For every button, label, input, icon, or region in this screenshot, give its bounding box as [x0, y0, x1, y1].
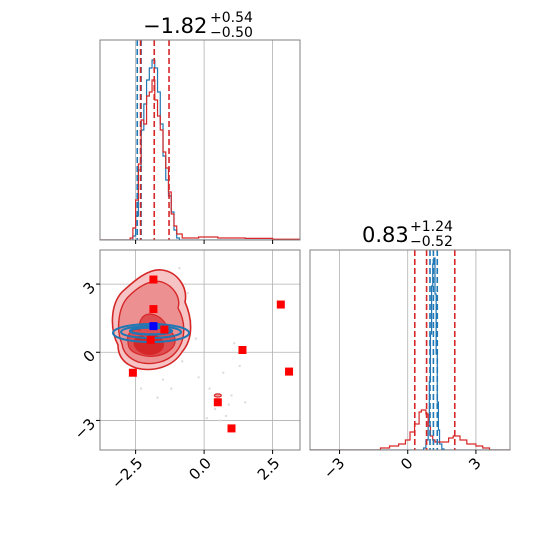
y-tick-labels: −3 0 3 — [71, 278, 99, 443]
param2-title: 0.83 — [362, 223, 409, 247]
panel-frame — [99, 249, 301, 451]
tick-marks — [135, 240, 274, 244]
param2-title-minus: −0.52 — [410, 234, 453, 250]
red-square-marker — [213, 398, 222, 407]
contour-outlier — [213, 393, 222, 398]
red-square-marker — [128, 368, 137, 377]
x-tick-label: −2.5 — [108, 454, 146, 492]
panel-frame — [309, 249, 511, 451]
panel-frame — [99, 39, 301, 241]
red-square-marker — [238, 346, 247, 354]
sample-point — [156, 396, 159, 399]
histogram-series-red — [100, 79, 300, 240]
red-square-marker — [149, 275, 158, 284]
sample-point — [186, 291, 189, 295]
quantile-lines — [413, 250, 456, 450]
sample-point — [224, 414, 228, 418]
tick-marks — [96, 283, 274, 454]
histogram-series-blue — [310, 257, 510, 450]
tick-marks — [339, 450, 477, 454]
y-tick-label: 0 — [80, 347, 99, 366]
sample-point — [180, 360, 184, 363]
red-square-marker — [285, 367, 294, 376]
sample-point — [213, 407, 217, 411]
grid-lines — [135, 40, 274, 240]
sample-point — [244, 401, 247, 404]
sample-point — [178, 266, 181, 270]
param2-title-plus: +1.24 — [410, 219, 453, 235]
marginal-histogram-param1: −1.82 +0.54 −0.50 — [99, 10, 301, 244]
red-density-contours — [111, 269, 192, 371]
red-square-marker — [227, 424, 236, 433]
sample-point — [233, 341, 236, 345]
sample-point — [219, 419, 222, 422]
param1-title-minus: −0.50 — [210, 25, 253, 41]
x-tick-label: 3 — [465, 454, 484, 473]
sample-point — [208, 387, 211, 390]
red-square-marker — [146, 335, 155, 344]
sample-point — [238, 364, 241, 368]
x-tick-label: 0 — [397, 454, 416, 473]
sample-point — [170, 387, 173, 390]
red-square-marker — [149, 305, 158, 314]
sample-point — [205, 416, 209, 420]
contour-core — [133, 334, 165, 355]
sample-point — [230, 394, 233, 397]
x-tick-label: 0.0 — [185, 454, 215, 484]
x-tick-label: 2.5 — [254, 454, 284, 484]
sample-point — [194, 337, 198, 340]
y-tick-label: 3 — [80, 278, 99, 297]
small-outlier-contour — [213, 393, 222, 398]
red-square-marker — [160, 325, 169, 334]
blue-marker — [149, 322, 158, 331]
histogram-series-red — [310, 409, 510, 450]
param1-title-plus: +0.54 — [210, 10, 253, 26]
sample-point — [139, 387, 143, 390]
histogram-series-blue — [100, 59, 300, 240]
sample-point — [227, 403, 230, 406]
quantile-lines — [136, 40, 170, 240]
grid-lines — [339, 250, 477, 450]
sample-point — [197, 376, 200, 379]
sample-point — [161, 378, 165, 381]
y-tick-label: −3 — [71, 415, 99, 443]
sample-point — [222, 371, 225, 374]
param1-title: −1.82 — [143, 14, 207, 38]
x-tick-label: −3 — [320, 454, 348, 482]
x-tick-labels: −3 0 3 — [320, 454, 485, 482]
red-square-marker — [276, 300, 285, 309]
marginal-histogram-param2: −3 0 3 0.83 +1.24 −0.52 — [309, 219, 511, 482]
red-markers — [128, 275, 294, 433]
x-tick-labels: −2.5 0.0 2.5 — [108, 454, 283, 492]
joint-density-panel: −2.5 0.0 2.5 −3 0 3 — [71, 249, 301, 493]
